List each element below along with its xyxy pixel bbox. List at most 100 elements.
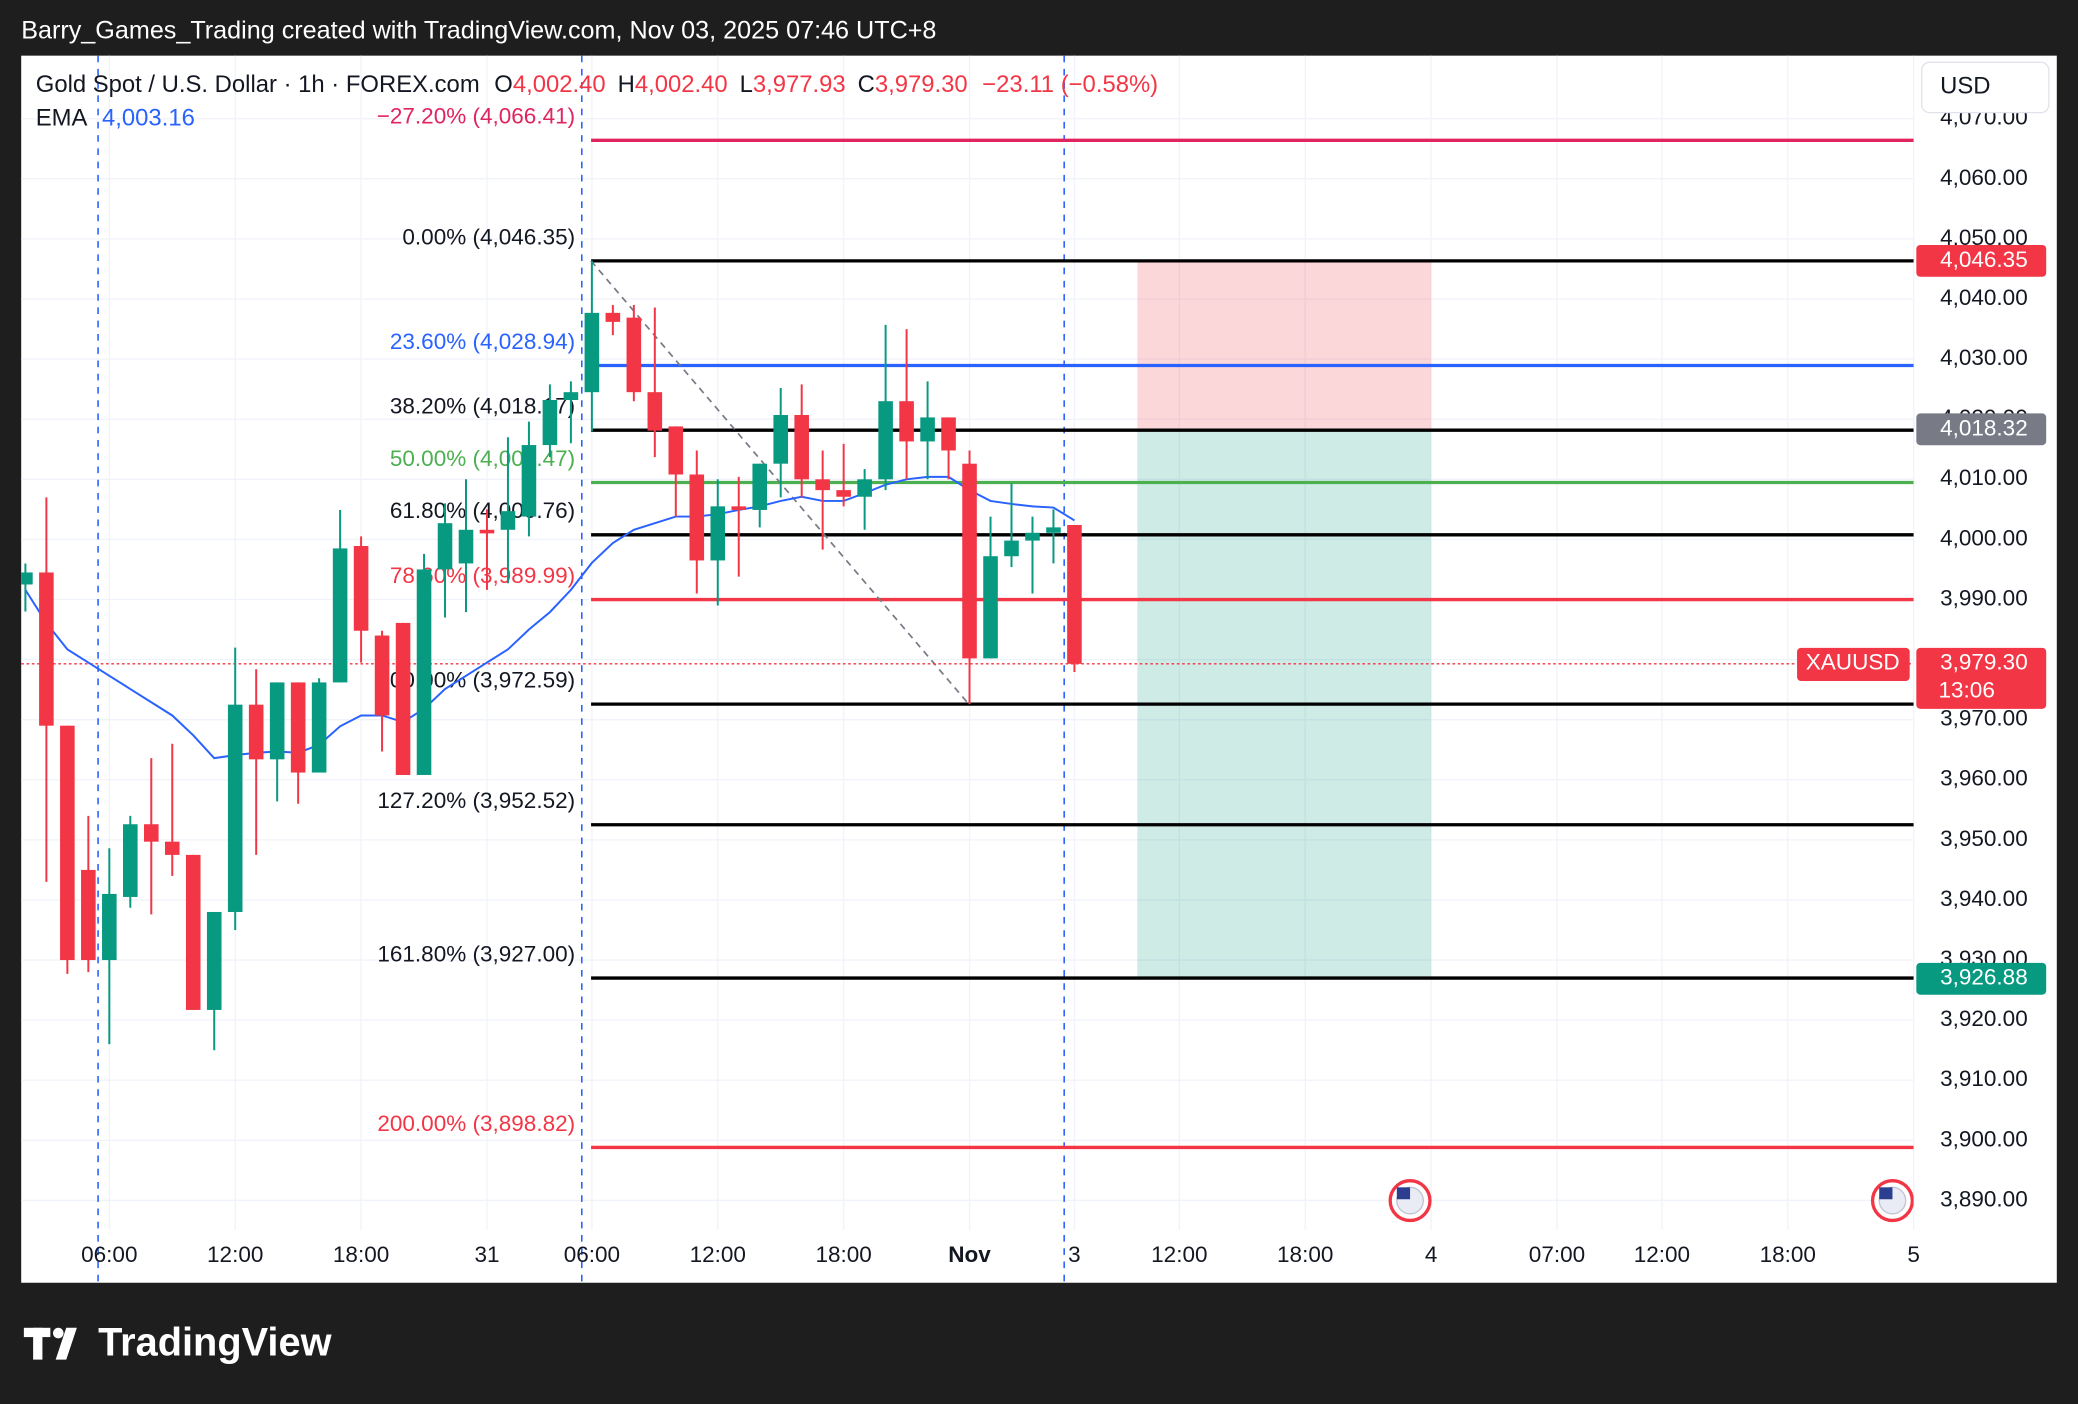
candle-body (857, 479, 872, 497)
candle-body (521, 445, 537, 517)
candle-body (123, 824, 138, 897)
candle-body (21, 572, 33, 585)
x-tick-label: 5 (1907, 1242, 1920, 1267)
x-tick-label: 3 (1068, 1242, 1081, 1267)
x-tick-label: 18:00 (333, 1242, 389, 1267)
x-tick-label: 12:00 (1151, 1242, 1207, 1267)
axis: 3,890.003,900.003,910.003,920.003,930.00… (81, 105, 2047, 1267)
y-tick-label: 4,030.00 (1940, 345, 2028, 370)
stop-tag (1916, 244, 2047, 277)
x-tick-label: 18:00 (1277, 1242, 1333, 1267)
candle-body (563, 392, 579, 400)
ema-value: 4,003.16 (102, 105, 195, 132)
event-flag-canton (1396, 1187, 1411, 1200)
event-flag-canton (1879, 1187, 1893, 1200)
o-label: O (494, 71, 513, 98)
candle-body (773, 415, 788, 464)
candle-body (584, 312, 600, 393)
y-tick-label: 3,890.00 (1940, 1186, 2028, 1211)
candle-body (479, 529, 495, 534)
candle-body (1046, 527, 1061, 533)
last-price-tag (1916, 647, 2047, 709)
candle-body (920, 417, 935, 442)
fib-label: 161.80% (3,927.00) (377, 942, 575, 967)
candle-body (332, 548, 348, 683)
stop-tag-text: 4,046.35 (1940, 247, 2028, 272)
footer-logo (23, 1327, 77, 1360)
target-tag (1916, 962, 2047, 995)
candle-body (962, 463, 977, 659)
candle-body (1025, 532, 1040, 541)
candle-body (1067, 524, 1082, 664)
drawings: −27.20% (4,066.41) 0.00% (4,046.35) 23.60%… (21, 55, 1914, 1283)
candle-body (752, 463, 768, 510)
y-tick-label: 3,940.00 (1940, 886, 2028, 911)
chart-panel (21, 55, 2057, 1283)
candles (21, 260, 1914, 1223)
last-price-text: 3,979.30 (1940, 650, 2028, 675)
candle-body (626, 317, 642, 393)
candle-body (815, 479, 830, 491)
h-value: 4,002.40 (635, 71, 728, 98)
legend-line: Gold Spot / U.S. Dollar · 1h · FOREX.com… (36, 71, 1158, 98)
currency[interactable]: USD (1940, 73, 1990, 100)
x-tick-label: 12:00 (1634, 1242, 1690, 1267)
y-tick-label: 4,010.00 (1940, 465, 2028, 490)
fib-label: 200.00% (3,898.82) (377, 1111, 575, 1136)
y-tick-label: 3,900.00 (1940, 1126, 2028, 1151)
y-tick-label: 3,950.00 (1940, 826, 2028, 851)
candle-body (668, 426, 684, 475)
candle-body (353, 546, 369, 631)
stop-zone (1137, 260, 1432, 430)
candle-body (458, 529, 474, 564)
candle-body (731, 506, 747, 510)
candle-body (311, 682, 327, 773)
y-tick-label: 3,920.00 (1940, 1006, 2028, 1031)
y-tick-label: 4,060.00 (1940, 165, 2028, 190)
caption: Barry_Games_Trading created with Trading… (21, 16, 936, 44)
x-tick-label: 4 (1425, 1242, 1438, 1267)
candle-body (206, 911, 222, 1010)
x-tick-label: 06:00 (81, 1242, 137, 1267)
ema-line (24, 475, 1075, 760)
fib-label: 23.60% (4,028.94) (390, 329, 575, 354)
y-tick-label: 4,000.00 (1940, 525, 2028, 550)
symbol: Gold Spot / U.S. Dollar · 1h · FOREX.com (36, 71, 480, 98)
candle-body (1004, 540, 1019, 557)
candle-body (899, 401, 914, 442)
target-tag-text: 3,926.88 (1940, 965, 2028, 990)
c-label: C (858, 71, 875, 98)
candle-body (500, 511, 516, 530)
fib-label: 50.00% (4,009.47) (390, 446, 575, 471)
l-label: L (740, 71, 753, 98)
candle-body (416, 569, 432, 775)
o-value: 4,002.40 (513, 71, 606, 98)
candle-body (794, 415, 809, 480)
entry-tag (1916, 413, 2047, 446)
x-tick-label: 12:00 (207, 1242, 263, 1267)
y-tick-label: 3,970.00 (1940, 706, 2028, 731)
x-tick-label: 06:00 (564, 1242, 620, 1267)
candle-body (164, 841, 180, 855)
fib-label: −27.20% (4,066.41) (377, 104, 575, 129)
y-tick-label: 3,990.00 (1940, 585, 2028, 610)
candle-body (374, 635, 390, 716)
candle-body (689, 474, 705, 561)
currency-button[interactable] (1920, 61, 2050, 114)
y-tick-label: 3,960.00 (1940, 766, 2028, 791)
x-tick-label: 12:00 (690, 1242, 746, 1267)
candle-body (143, 824, 159, 842)
candle-body (836, 490, 851, 497)
h-label: H (618, 71, 635, 98)
fib-label: 0.00% (4,046.35) (402, 224, 575, 249)
x-tick-label: 31 (474, 1242, 499, 1267)
candle-body (185, 854, 201, 1010)
candle-body (647, 392, 663, 431)
candle-body (710, 506, 726, 561)
entry-tag-text: 4,018.32 (1940, 415, 2028, 440)
fib-label: 127.20% (3,952.52) (377, 788, 575, 813)
candle-body (290, 682, 306, 773)
logo-part (55, 1327, 77, 1360)
candle-body (437, 523, 453, 570)
